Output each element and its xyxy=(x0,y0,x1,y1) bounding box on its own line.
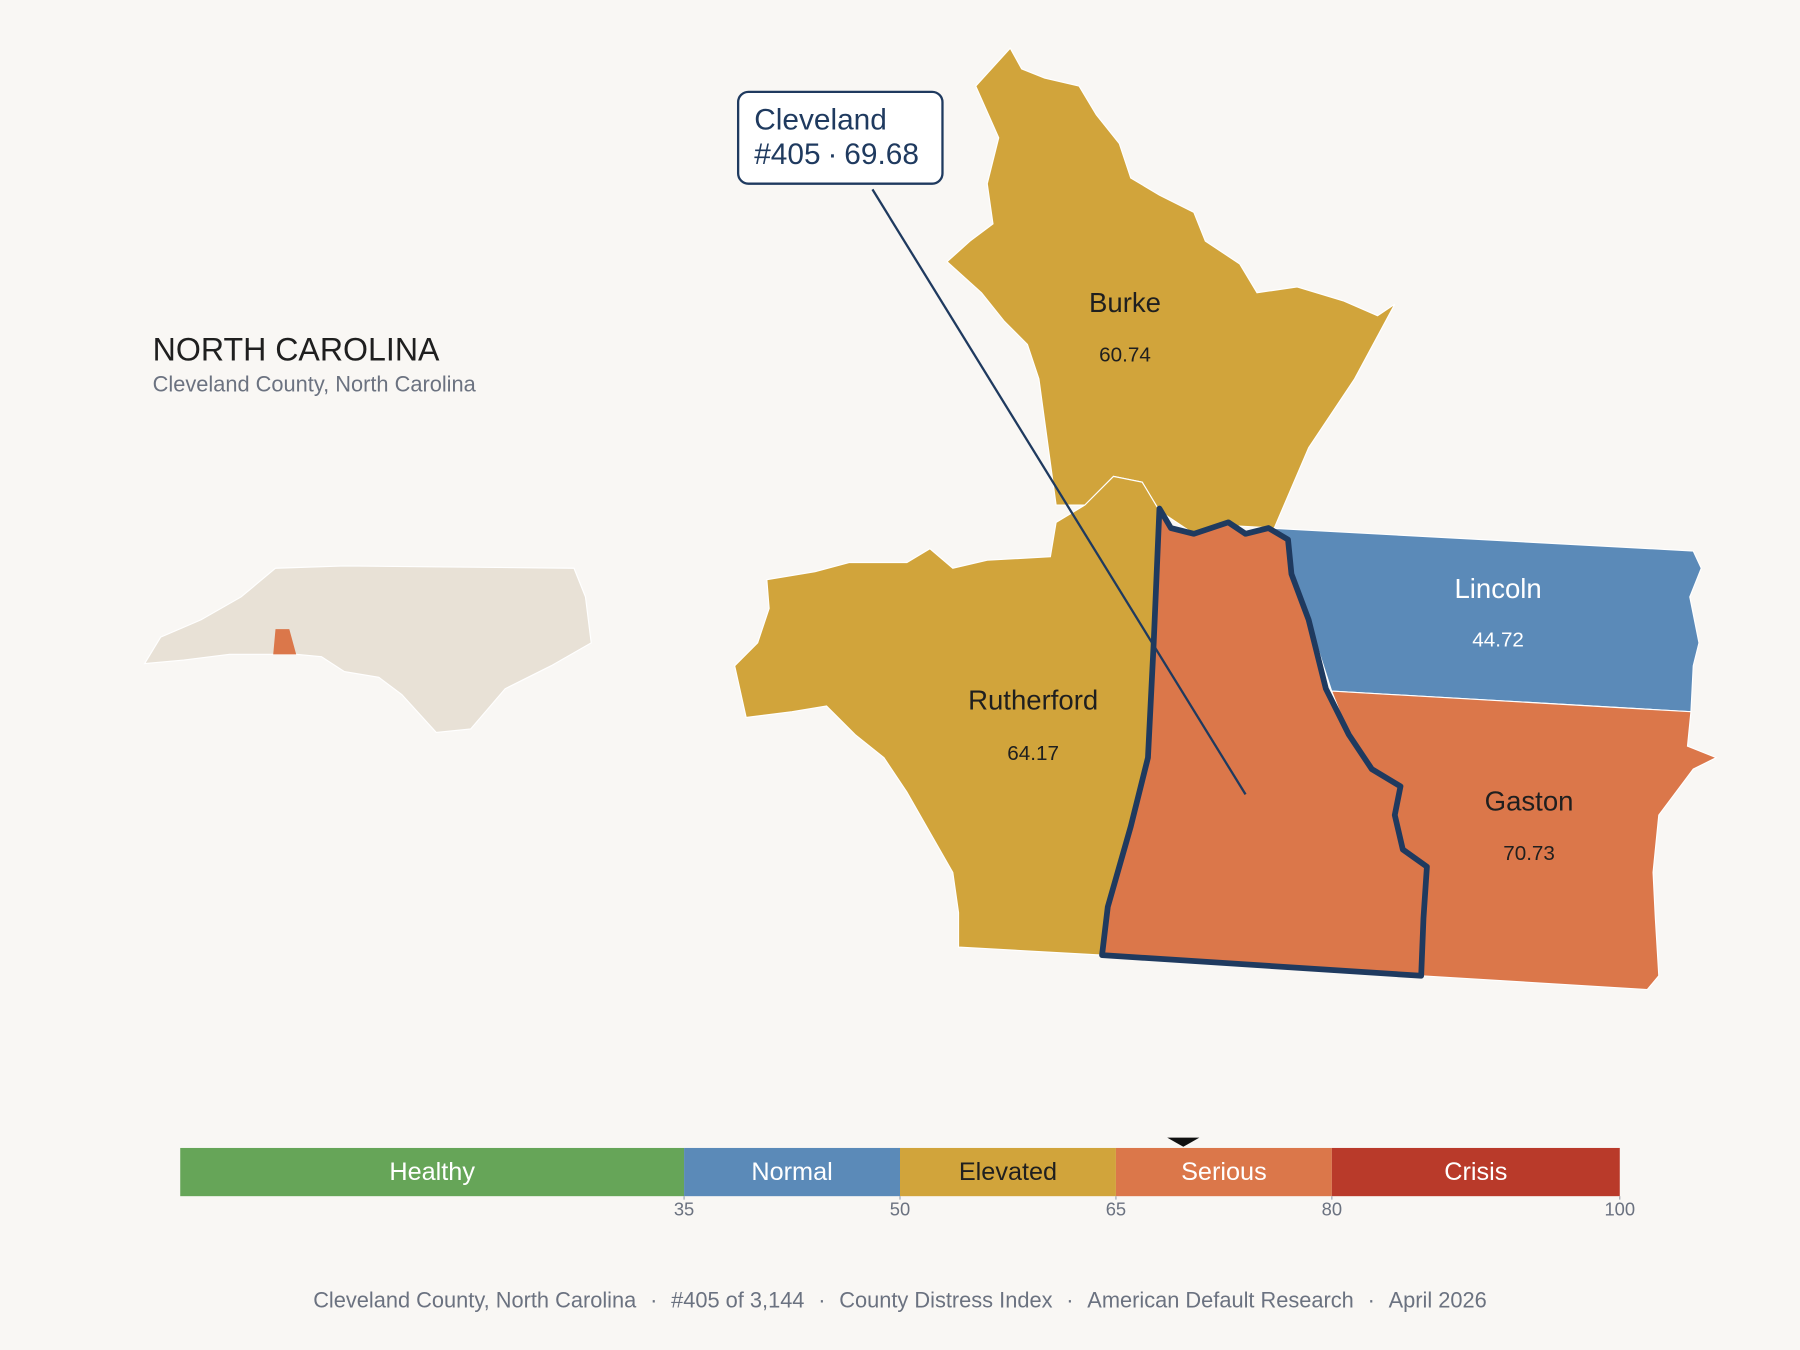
county-name: Gaston xyxy=(1485,785,1574,816)
separator: · xyxy=(1368,1288,1375,1313)
separator: · xyxy=(818,1288,825,1313)
scale-band-label: Elevated xyxy=(959,1158,1057,1186)
scale-tick-label: 100 xyxy=(1604,1199,1635,1220)
callout-name: Cleveland xyxy=(754,104,887,137)
state-inset xyxy=(143,565,592,733)
callout-rank: #405 xyxy=(754,138,820,171)
county-value: 70.73 xyxy=(1503,842,1555,865)
county-name: Rutherford xyxy=(968,684,1098,715)
scale-band-label: Normal xyxy=(751,1158,832,1186)
callout-detail: #405 · 69.68 xyxy=(754,138,919,171)
scale-marker xyxy=(1167,1137,1200,1147)
footer: Cleveland County, North Carolina · #405 of… xyxy=(313,1288,1487,1313)
county-value: 60.74 xyxy=(1099,344,1151,367)
footer-item: American Default Research xyxy=(1087,1288,1354,1313)
county-name: Lincoln xyxy=(1454,573,1541,604)
separator: · xyxy=(827,138,837,171)
scale-band xyxy=(684,1147,900,1197)
scale-band-label: Healthy xyxy=(389,1158,475,1186)
subtitle: Cleveland County, North Carolina xyxy=(153,371,477,396)
separator: · xyxy=(650,1288,657,1313)
scale-band xyxy=(1331,1147,1620,1197)
scale-tick-label: 50 xyxy=(890,1199,910,1220)
title: NORTH CAROLINA xyxy=(153,331,440,367)
callout-score: 69.68 xyxy=(844,138,919,171)
callout-box xyxy=(736,90,944,185)
scale-band-label: Serious xyxy=(1181,1158,1267,1186)
county-value: 64.17 xyxy=(1007,742,1059,765)
footer-item: Cleveland County, North Carolina xyxy=(313,1288,637,1313)
scale-tick-label: 80 xyxy=(1322,1199,1342,1220)
footer-item: #405 of 3,144 xyxy=(671,1288,804,1313)
county-name: Burke xyxy=(1089,287,1161,318)
scale-band xyxy=(1115,1147,1332,1197)
county-shape[interactable] xyxy=(1268,527,1702,713)
footer-item: April 2026 xyxy=(1389,1288,1487,1313)
scale-tick-label: 35 xyxy=(674,1199,694,1220)
distress-scale: Healthy Normal Elevated Serious Crisis 35 50 65… xyxy=(180,1137,1635,1220)
county-value: 44.72 xyxy=(1472,628,1524,651)
scale-band-label: Crisis xyxy=(1444,1158,1507,1186)
scale-band xyxy=(900,1147,1116,1197)
scale-band xyxy=(180,1147,685,1197)
scale-tick-label: 65 xyxy=(1106,1199,1126,1220)
footer-item: County Distress Index xyxy=(839,1288,1052,1313)
selected-county-shape[interactable] xyxy=(1099,505,1430,979)
callout-leader xyxy=(871,188,1247,795)
separator: · xyxy=(1066,1288,1073,1313)
inset-highlight xyxy=(273,629,297,655)
